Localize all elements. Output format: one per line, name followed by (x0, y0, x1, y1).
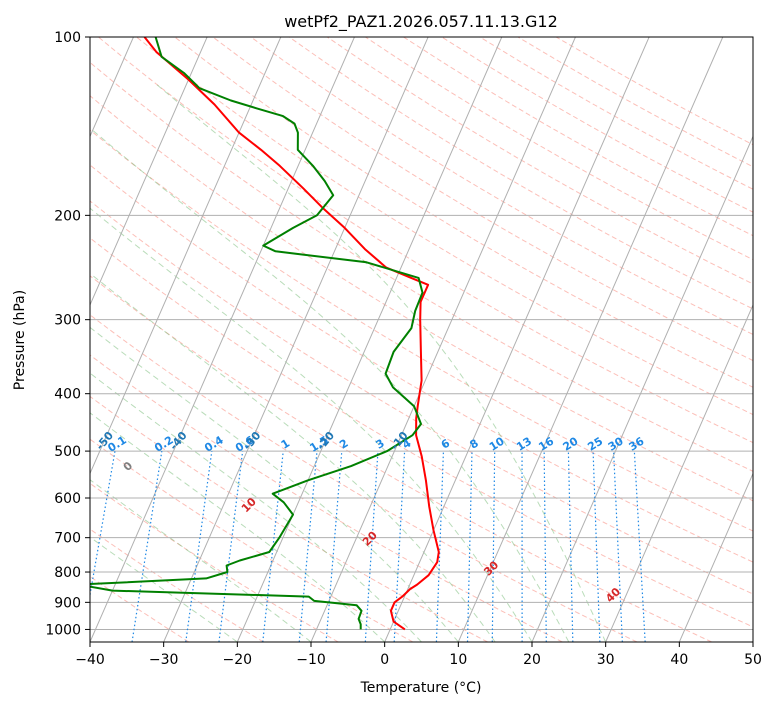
dry-adiabat (137, 37, 775, 642)
dry-adiabat (98, 37, 775, 642)
dry-adiabat (518, 37, 775, 642)
y-tick-label: 600 (54, 491, 81, 507)
isotherm-line (16, 37, 280, 642)
dry-adiabat (0, 37, 189, 642)
mixing-ratio-line (186, 451, 212, 642)
isotherm-label: -60 (30, 405, 53, 429)
dry-adiabat (442, 37, 775, 642)
dry-adiabat (251, 37, 775, 642)
mixing-ratio-label: 2 (337, 437, 350, 452)
dry-adiabat (327, 37, 775, 642)
dry-adiabat (0, 37, 775, 642)
y-tick-label: 100 (54, 30, 81, 46)
x-axis-label: Temperature (°C) (360, 680, 482, 696)
mixing-ratio-line (394, 451, 404, 642)
mixing-ratio-label: 1 (279, 437, 292, 452)
profile-lines (78, 37, 439, 629)
moist-adiabat (0, 84, 237, 642)
y-tick-label: 200 (54, 208, 81, 224)
dry-adiabat (0, 37, 264, 642)
mixing-ratio-line (634, 451, 645, 642)
y-tick-label: 1000 (45, 622, 81, 638)
dry-adiabat (175, 37, 775, 642)
x-tick-label: −20 (223, 652, 253, 668)
dry-adiabat (365, 37, 775, 642)
dry-adiabat (0, 37, 338, 642)
dry-adiabat (0, 37, 712, 642)
y-tick-label: 700 (54, 531, 81, 547)
mixing-ratio-line (492, 451, 494, 642)
x-tick-label: 30 (597, 652, 615, 668)
x-tick-label: 20 (523, 652, 541, 668)
isotherm-line (606, 37, 775, 642)
isotherm-line (385, 37, 649, 642)
grid-and-reference-lines (0, 37, 775, 642)
dry-adiabat (556, 37, 775, 642)
temperature-profile-line (145, 37, 439, 629)
y-axis: 100 200 300 400 500 600 700 800 900 1000 (45, 30, 90, 638)
isotherm-line (753, 37, 775, 642)
mixing-ratio-label: 6 (439, 436, 453, 451)
mixing-ratio-line (82, 451, 115, 642)
y-axis-label: Pressure (hPa) (12, 290, 28, 390)
mixing-ratio-line (132, 451, 162, 642)
x-tick-label: −30 (149, 652, 179, 668)
x-tick-label: −40 (75, 652, 105, 668)
chart-title: wetPf2_PAZ1.2026.057.11.13.G12 (284, 12, 558, 32)
moist-adiabat (0, 84, 532, 642)
mixing-ratio-line (568, 451, 572, 642)
dry-adiabat (0, 37, 562, 642)
x-tick-label: 40 (670, 652, 688, 668)
dry-adiabat-label: 30 (481, 558, 501, 578)
mixing-ratio-label: 8 (467, 437, 480, 452)
dry-adiabat (0, 37, 775, 642)
dry-adiabat (0, 37, 775, 642)
dry-adiabat (0, 37, 637, 642)
isotherm-line (458, 37, 722, 642)
mixing-ratio-line (593, 451, 600, 642)
x-tick-label: 50 (744, 652, 762, 668)
dry-adiabat (0, 37, 775, 642)
x-tick-label: −10 (296, 652, 326, 668)
isotherm-line (679, 37, 775, 642)
mixing-ratio-line (326, 451, 342, 642)
mixing-ratio-line (219, 451, 243, 642)
x-tick-label: 10 (449, 652, 467, 668)
isotherm-line (532, 37, 775, 642)
mixing-ratio-label: 3 (373, 437, 386, 452)
isotherm-line (237, 37, 501, 642)
isotherm-line (311, 37, 575, 642)
isotherm-line (0, 37, 60, 642)
x-tick-label: 0 (380, 652, 389, 668)
y-tick-label: 500 (54, 444, 81, 460)
y-tick-label: 900 (54, 595, 81, 611)
dry-adiabat-label: 20 (360, 529, 380, 549)
y-tick-label: 800 (54, 565, 81, 581)
x-axis: −40 −30 −20 −10 0 10 20 30 40 50 (75, 642, 762, 668)
y-tick-label: 300 (54, 313, 81, 329)
dry-adiabat (289, 37, 775, 642)
y-tick-label: 400 (54, 387, 81, 403)
dry-adiabat-label: 0 (121, 459, 136, 474)
isotherm-label: -40 (167, 429, 190, 453)
moist-adiabat (0, 84, 385, 642)
dry-adiabat (0, 37, 488, 642)
